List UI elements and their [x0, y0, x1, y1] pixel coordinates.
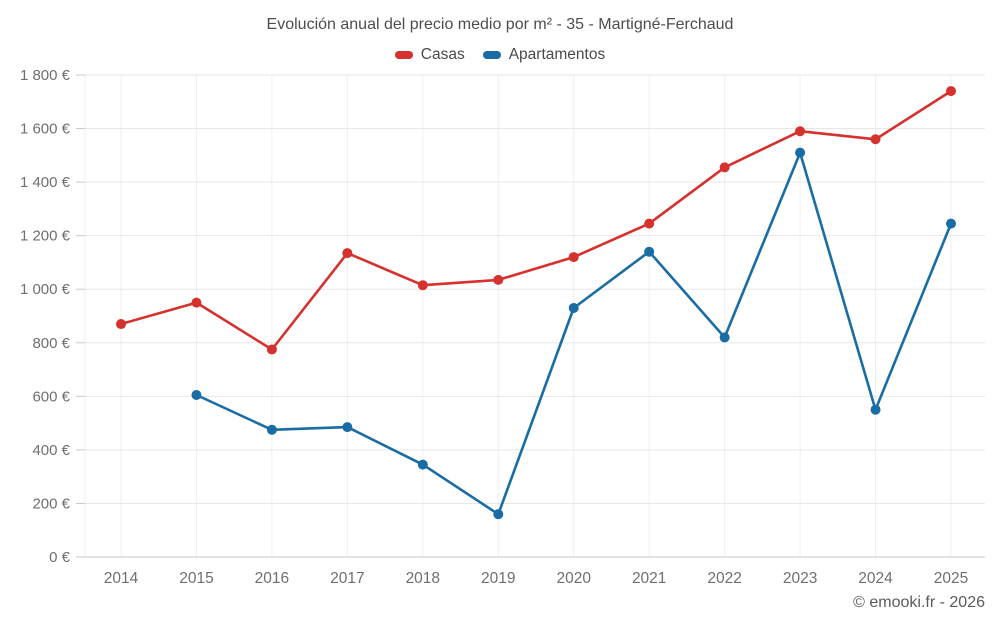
data-point-apartamentos-2024[interactable]: [870, 404, 881, 415]
data-point-casas-2023[interactable]: [795, 126, 806, 137]
y-axis-tick-label: 1 000 €: [20, 281, 71, 298]
x-axis-tick-label: 2022: [707, 570, 741, 587]
chart-title: Evolución anual del precio medio por m² …: [266, 16, 734, 33]
data-point-apartamentos-2015[interactable]: [191, 389, 202, 400]
data-point-casas-2014[interactable]: [116, 319, 126, 330]
data-point-apartamentos-2016[interactable]: [266, 424, 277, 435]
data-point-casas-2025[interactable]: [946, 86, 956, 97]
x-axis-tick-label: 2023: [783, 570, 817, 587]
x-axis-tick-label: 2020: [556, 570, 591, 587]
legend-item-casas[interactable]: Casas: [394, 46, 465, 64]
data-point-casas-2024[interactable]: [870, 134, 881, 145]
y-axis-tick-label: 1 800 €: [20, 67, 71, 84]
data-point-casas-2017[interactable]: [342, 248, 353, 259]
x-axis-tick-label: 2019: [481, 570, 515, 587]
data-point-casas-2016[interactable]: [266, 344, 277, 355]
data-point-casas-2022[interactable]: [719, 162, 730, 173]
data-point-casas-2020[interactable]: [568, 252, 579, 263]
y-axis-tick-label: 600 €: [32, 388, 70, 405]
data-point-apartamentos-2018[interactable]: [417, 459, 428, 470]
y-axis-tick-label: 200 €: [32, 495, 70, 512]
x-axis-tick-label: 2015: [179, 570, 213, 587]
y-axis-tick-label: 400 €: [32, 442, 70, 459]
y-axis-tick-label: 1 600 €: [20, 121, 71, 138]
x-axis-tick-label: 2016: [255, 570, 289, 587]
chart-legend: Casas Apartamentos: [0, 46, 1000, 64]
y-axis-tick-label: 800 €: [32, 335, 70, 352]
copyright-credit: © emooki.fr - 2026: [853, 594, 985, 611]
x-axis-tick-label: 2024: [858, 570, 893, 587]
y-axis-tick-label: 1 200 €: [20, 228, 71, 245]
x-axis-tick-label: 2018: [406, 570, 440, 587]
casas-swatch-icon: [394, 51, 413, 59]
legend-label-casas: Casas: [420, 46, 465, 63]
y-axis-tick-label: 0 €: [49, 549, 71, 566]
data-point-casas-2019[interactable]: [493, 274, 504, 285]
data-point-apartamentos-2025[interactable]: [946, 218, 956, 229]
y-axis-tick-label: 1 400 €: [20, 174, 71, 191]
data-point-casas-2021[interactable]: [644, 218, 655, 229]
data-point-casas-2018[interactable]: [417, 280, 428, 291]
legend-item-apartamentos[interactable]: Apartamentos: [482, 46, 606, 64]
x-axis-tick-label: 2021: [632, 570, 666, 587]
x-axis-tick-label: 2017: [330, 570, 364, 587]
data-point-apartamentos-2021[interactable]: [644, 246, 655, 257]
data-point-apartamentos-2022[interactable]: [719, 332, 730, 343]
series-line-casas: [119, 89, 953, 351]
data-point-apartamentos-2019[interactable]: [493, 509, 504, 520]
x-axis-tick-label: 2025: [934, 570, 968, 587]
data-point-apartamentos-2017[interactable]: [342, 422, 353, 433]
data-point-apartamentos-2020[interactable]: [568, 302, 579, 313]
data-point-casas-2015[interactable]: [191, 297, 202, 308]
data-point-apartamentos-2023[interactable]: [795, 147, 806, 158]
x-axis-tick-label: 2014: [104, 570, 139, 587]
legend-label-apartamentos: Apartamentos: [508, 46, 606, 63]
apartamentos-swatch-icon: [482, 51, 501, 59]
